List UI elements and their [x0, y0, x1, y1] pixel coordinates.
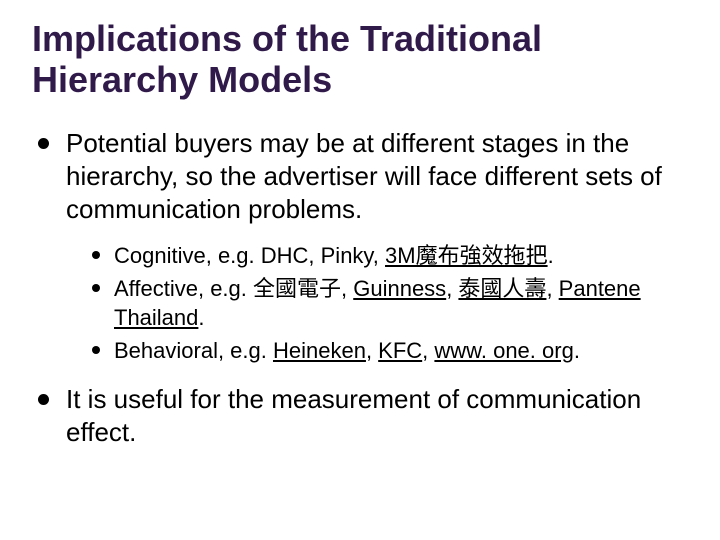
bullet-list-level1: Potential buyers may be at different sta… [32, 127, 688, 449]
slide: Implications of the Traditional Hierarch… [0, 0, 720, 540]
list-item-tail: . [198, 305, 204, 330]
link-text[interactable]: Guinness [353, 276, 446, 301]
link-text[interactable]: KFC [378, 338, 422, 363]
list-item: Behavioral, e.g. Heineken, KFC, www. one… [88, 336, 688, 365]
list-item: Cognitive, e.g. DHC, Pinky, 3M魔布強效拖把. [88, 241, 688, 270]
list-item-text: It is useful for the measurement of comm… [66, 384, 641, 447]
link-text[interactable]: Heineken [273, 338, 366, 363]
list-item-lead: Behavioral, e.g. [114, 338, 273, 363]
list-item-lead: Affective, e.g. 全國電子, [114, 276, 353, 301]
separator-text: , [446, 276, 458, 301]
list-item-lead: Cognitive, e.g. DHC, Pinky, [114, 243, 385, 268]
list-item: It is useful for the measurement of comm… [32, 383, 688, 450]
bullet-list-level2: Cognitive, e.g. DHC, Pinky, 3M魔布強效拖把. Af… [66, 241, 688, 365]
link-text[interactable]: 泰國人壽 [458, 276, 546, 301]
separator-text: , [366, 338, 378, 363]
list-item-tail: . [574, 338, 580, 363]
list-item-tail: . [548, 243, 554, 268]
slide-title: Implications of the Traditional Hierarch… [32, 18, 688, 101]
separator-text: , [546, 276, 558, 301]
separator-text: , [422, 338, 434, 363]
link-text[interactable]: www. one. org [434, 338, 573, 363]
link-text[interactable]: 3M魔布強效拖把 [385, 243, 548, 268]
list-item-text: Potential buyers may be at different sta… [66, 128, 662, 225]
list-item: Potential buyers may be at different sta… [32, 127, 688, 365]
list-item: Affective, e.g. 全國電子, Guinness, 泰國人壽, Pa… [88, 274, 688, 332]
